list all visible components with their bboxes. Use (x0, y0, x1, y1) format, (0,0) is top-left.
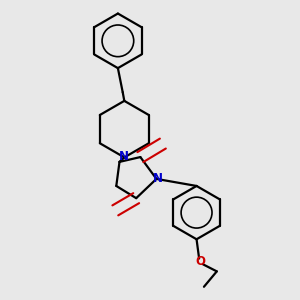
Text: N: N (152, 172, 162, 185)
Text: O: O (196, 255, 206, 268)
Text: N: N (119, 150, 129, 163)
